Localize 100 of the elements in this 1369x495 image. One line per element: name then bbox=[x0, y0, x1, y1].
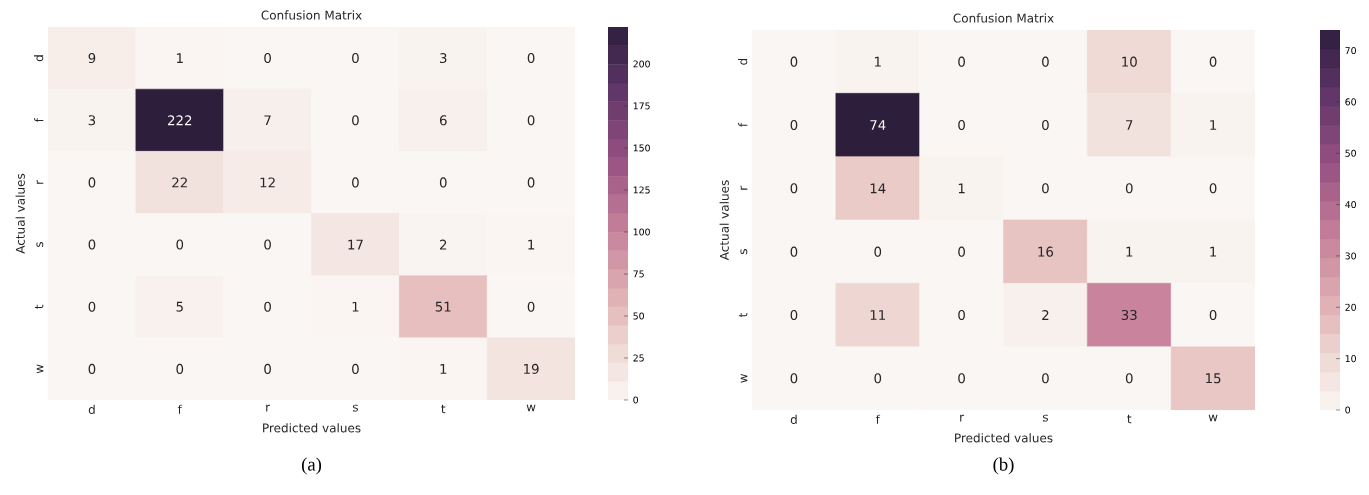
color-bar-label: 50 bbox=[633, 312, 644, 320]
data-label: 0 bbox=[958, 309, 965, 321]
x-tick-label: t bbox=[441, 404, 446, 414]
data-label: 0 bbox=[790, 183, 798, 194]
color-bar-label: 40 bbox=[1345, 201, 1356, 209]
color-bar-label: 200 bbox=[633, 60, 650, 68]
data-label: 0 bbox=[790, 373, 798, 384]
color-bar-label: 0 bbox=[633, 396, 639, 404]
data-label: 0 bbox=[439, 177, 447, 188]
x-axis-title: Predicted values bbox=[263, 423, 361, 433]
data-label: 222 bbox=[168, 115, 192, 126]
data-label: 0 bbox=[264, 363, 271, 374]
color-bar-label: 30 bbox=[1345, 252, 1356, 260]
x-tick-label: w bbox=[526, 404, 536, 412]
data-label: 0 bbox=[352, 115, 359, 126]
data-label: 0 bbox=[1209, 183, 1217, 194]
data-label: 0 bbox=[1042, 56, 1049, 67]
color-bar-label: 60 bbox=[1345, 98, 1356, 106]
chart-title: Confusion Matrix bbox=[261, 10, 362, 20]
x-tick-label: t bbox=[1127, 414, 1132, 424]
data-label: 12 bbox=[260, 177, 275, 188]
x-tick-label: s bbox=[352, 404, 358, 412]
y-tick-label: d bbox=[34, 55, 44, 62]
data-label: 74 bbox=[870, 120, 886, 130]
data-label: 15 bbox=[1206, 373, 1221, 384]
data-label: 7 bbox=[1126, 120, 1133, 130]
data-label: 0 bbox=[88, 239, 96, 250]
data-label: 0 bbox=[1209, 309, 1217, 321]
data-label: 0 bbox=[1042, 119, 1049, 131]
data-label: 1 bbox=[440, 364, 447, 374]
data-label: 0 bbox=[352, 53, 359, 64]
data-label: 3 bbox=[88, 115, 96, 126]
data-label: 0 bbox=[1042, 373, 1049, 384]
data-label: 51 bbox=[435, 301, 451, 312]
y-tick-label: f bbox=[738, 122, 748, 127]
text: (b) bbox=[993, 457, 1014, 475]
data-label: 1 bbox=[352, 301, 359, 312]
x-tick-label: d bbox=[790, 414, 797, 424]
y-tick-label: r bbox=[36, 179, 44, 184]
x-tick-label: w bbox=[1208, 414, 1218, 422]
y-tick-label: f bbox=[34, 117, 44, 123]
color-bar-label: 0 bbox=[1345, 406, 1351, 414]
data-label: 33 bbox=[1121, 309, 1137, 321]
color-bar-label: 10 bbox=[1345, 355, 1356, 363]
y-tick-label: s bbox=[740, 249, 748, 255]
data-label: 0 bbox=[874, 373, 882, 384]
color-bar-label: 75 bbox=[633, 270, 644, 278]
data-label: 0 bbox=[958, 373, 965, 384]
data-label: 3 bbox=[440, 53, 447, 64]
chart-title: Confusion Matrix bbox=[953, 13, 1054, 23]
data-label: 0 bbox=[1042, 183, 1049, 194]
data-label: 6 bbox=[439, 115, 447, 126]
data-label: 0 bbox=[176, 239, 184, 250]
data-label: 0 bbox=[352, 177, 359, 188]
color-bar-label: 150 bbox=[633, 144, 650, 152]
y-tick-label: t bbox=[738, 312, 748, 318]
color-bar-label: 125 bbox=[633, 186, 650, 194]
data-label: 2 bbox=[440, 239, 447, 250]
color-bar-label: 50 bbox=[1345, 149, 1356, 157]
data-label: 14 bbox=[870, 183, 886, 194]
data-label: 0 bbox=[527, 301, 535, 312]
data-label: 9 bbox=[88, 53, 96, 64]
data-label: 0 bbox=[88, 301, 96, 312]
data-label: 0 bbox=[88, 363, 96, 374]
y-axis-title: Actual values bbox=[719, 180, 729, 261]
color-bar-label: 175 bbox=[633, 102, 650, 110]
data-label: 0 bbox=[958, 56, 965, 67]
y-tick-label: t bbox=[34, 304, 44, 309]
data-label: 0 bbox=[958, 246, 965, 257]
y-tick-label: d bbox=[738, 58, 748, 65]
data-label: 17 bbox=[348, 239, 363, 250]
x-tick-label: r bbox=[960, 414, 965, 422]
data-label: 2 bbox=[1042, 310, 1049, 320]
data-label: 0 bbox=[790, 119, 798, 131]
y-tick-label: r bbox=[740, 185, 748, 190]
data-label: 0 bbox=[958, 119, 965, 131]
color-bar-label: 70 bbox=[1345, 47, 1356, 55]
color-bar-label: 25 bbox=[633, 354, 644, 362]
data-label: 0 bbox=[874, 246, 882, 257]
data-label: 7 bbox=[264, 115, 271, 126]
text: (a) bbox=[301, 457, 322, 475]
data-label: 0 bbox=[1209, 56, 1217, 67]
data-label: 11 bbox=[870, 310, 886, 320]
data-label: 22 bbox=[172, 177, 187, 188]
data-label: 10 bbox=[1122, 56, 1137, 67]
data-label: 16 bbox=[1038, 246, 1054, 257]
data-label: 1 bbox=[874, 56, 881, 67]
data-label: 1 bbox=[1210, 246, 1217, 257]
color-bar-label: 100 bbox=[633, 228, 650, 236]
x-tick-label: d bbox=[88, 404, 95, 414]
data-label: 5 bbox=[176, 301, 183, 312]
data-label: 0 bbox=[527, 53, 535, 64]
data-label: 0 bbox=[790, 56, 798, 67]
data-label: 0 bbox=[527, 177, 535, 188]
data-label: 0 bbox=[264, 53, 271, 64]
data-label: 0 bbox=[176, 363, 184, 374]
data-label: 0 bbox=[264, 239, 271, 250]
data-label: 0 bbox=[790, 309, 798, 321]
y-tick-label: s bbox=[36, 242, 44, 248]
x-tick-label: f bbox=[875, 414, 881, 424]
